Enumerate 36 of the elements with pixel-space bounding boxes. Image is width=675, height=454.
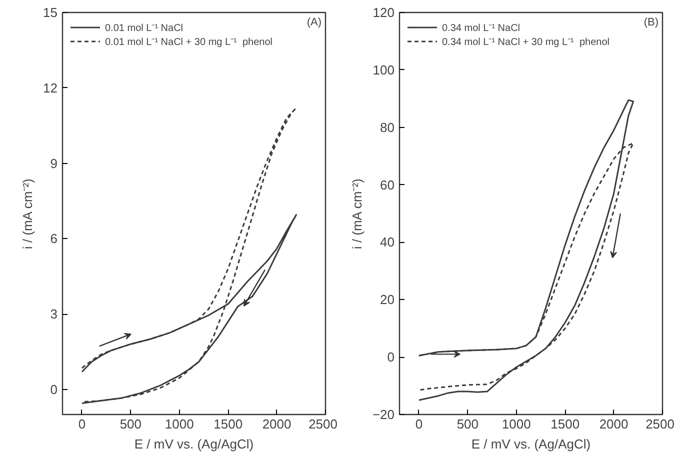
x-tick-label: 1500 (550, 416, 580, 432)
x-tick-label: 2500 (646, 416, 674, 432)
legend-label: 0.01 mol L⁻¹ NaCl + 30 mg L⁻¹ phenol (105, 36, 272, 48)
x-tick-label: 0 (415, 416, 423, 432)
y-tick-label: 100 (372, 62, 395, 78)
y-tick-label: 0 (387, 350, 395, 365)
y-axis-title: i / (mA cm⁻²) (349, 178, 364, 250)
y-tick-label: 40 (380, 234, 395, 250)
x-tick-label: 0 (78, 416, 86, 432)
x-tick-label: 500 (456, 416, 479, 432)
y-tick-label: 60 (380, 177, 395, 192)
x-axis-title: E / mV vs. (Ag/AgCl) (471, 436, 591, 452)
y-tick-label: 15 (43, 5, 58, 20)
x-tick-label: 1000 (164, 416, 194, 432)
y-tick-label: 120 (372, 5, 395, 20)
legend-label: 0.01 mol L⁻¹ NaCl (105, 22, 184, 34)
x-axis-title: E / mV vs. (Ag/AgCl) (134, 436, 254, 452)
x-tick-label: 1000 (502, 416, 531, 432)
y-tick-label: 20 (380, 292, 395, 308)
y-tick-label: 3 (50, 306, 58, 322)
y-tick-label: 0 (50, 382, 58, 397)
x-tick-label: 2000 (599, 416, 628, 432)
x-tick-label: 2500 (308, 416, 338, 432)
y-tick-label: 80 (380, 120, 395, 135)
y-tick-label: 6 (50, 231, 58, 246)
y-axis-title: i / (mA cm⁻²) (20, 178, 36, 250)
legend-label: 0.34 mol L⁻¹ NaCl (442, 22, 520, 34)
annotation: (B) (644, 16, 659, 28)
y-tick-label: 12 (43, 80, 58, 96)
y-tick-label: 9 (50, 156, 58, 171)
x-tick-label: 500 (120, 416, 142, 432)
x-tick-label: 2000 (262, 416, 292, 432)
legend-label: 0.34 mol L⁻¹ NaCl + 30 mg L⁻¹ phenol (442, 36, 610, 48)
x-tick-label: 1500 (214, 416, 243, 432)
y-tick-label: −20 (372, 407, 395, 422)
annotation: (A) (306, 16, 322, 28)
